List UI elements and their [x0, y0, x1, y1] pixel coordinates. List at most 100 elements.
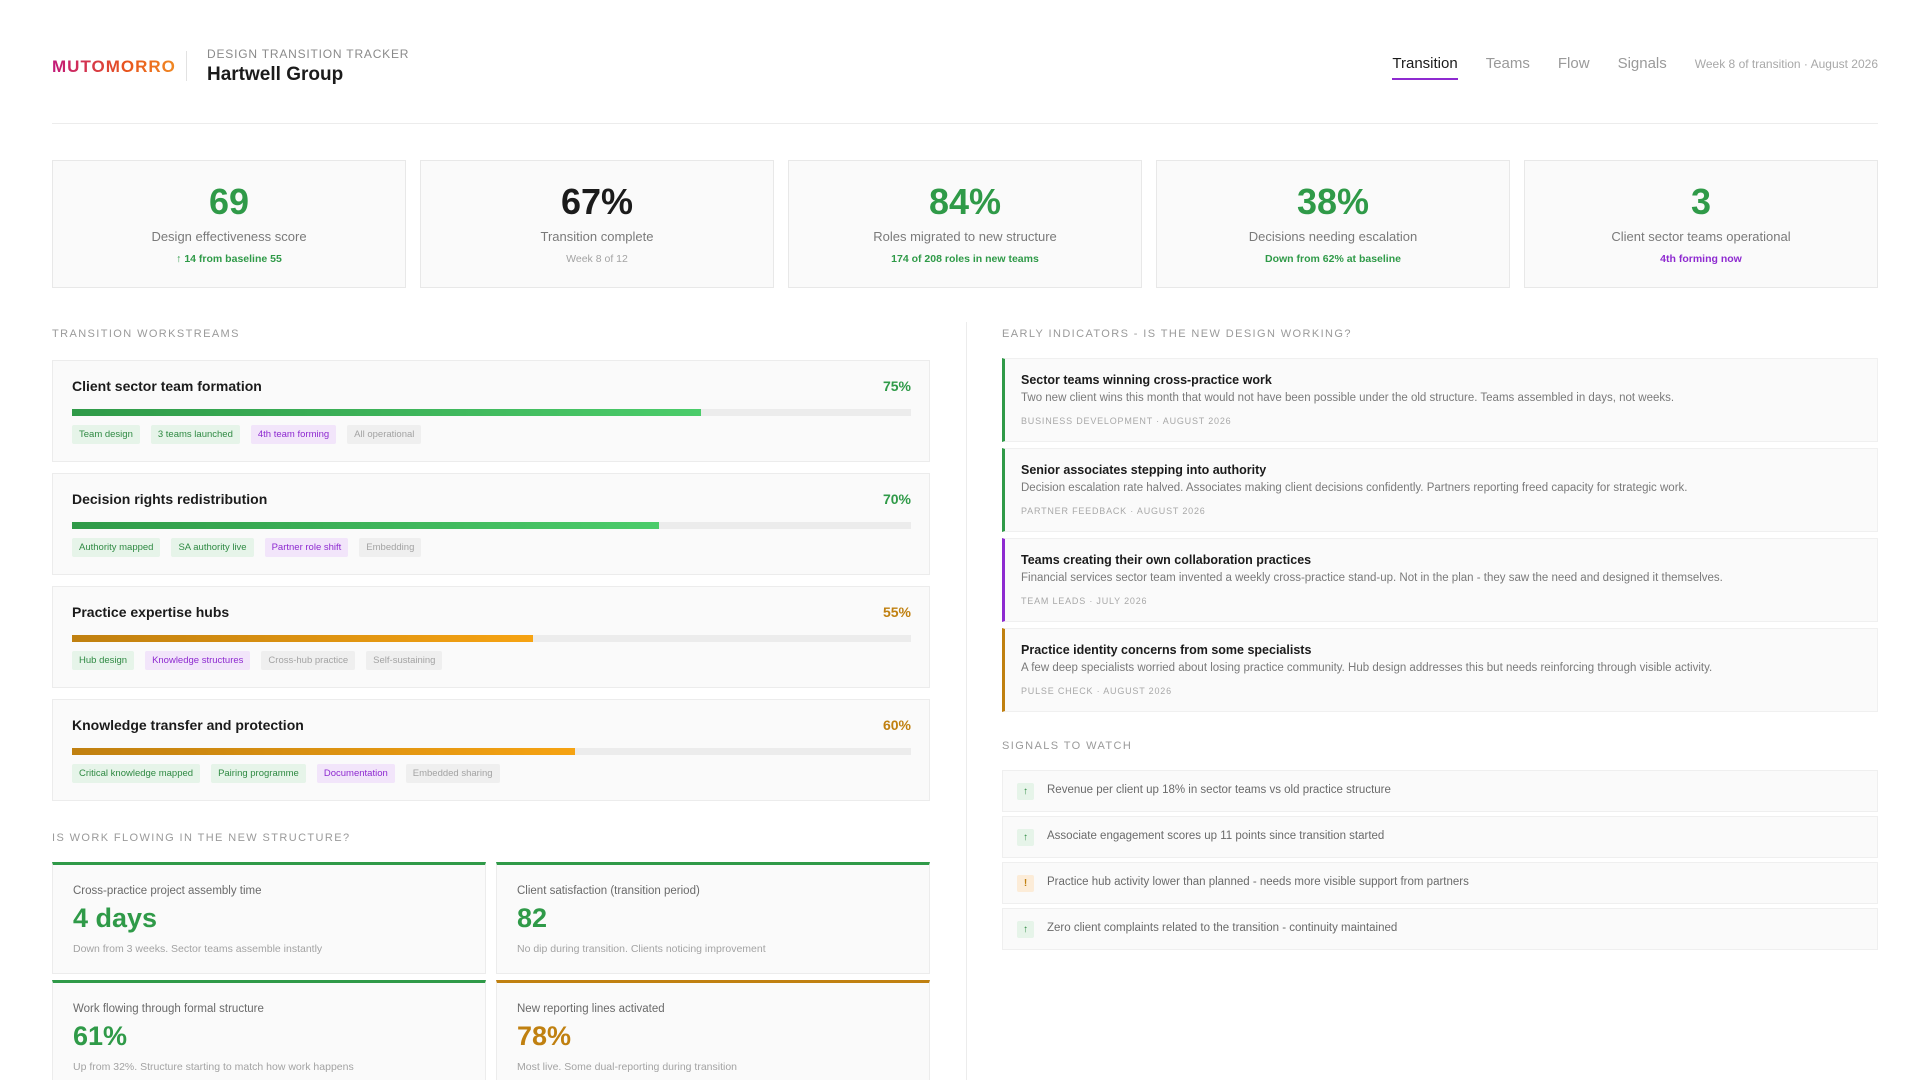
tag-list: Critical knowledge mapped Pairing progra… [72, 764, 511, 783]
workstream-card[interactable]: Decision rights redistribution 70% Autho… [52, 473, 930, 575]
indicator-body: Financial services sector team invented … [1021, 572, 1723, 584]
indicator-card[interactable]: Practice identity concerns from some spe… [1002, 628, 1878, 712]
kpi-sub: 4th forming now [1660, 253, 1742, 265]
indicator-body: Two new client wins this month that woul… [1021, 392, 1675, 404]
tag: Knowledge structures [145, 651, 251, 670]
tag: SA authority live [171, 538, 254, 557]
progress-track [72, 748, 911, 755]
tag: Team design [72, 425, 140, 444]
signal-text: Zero client complaints related to the tr… [1047, 922, 1398, 934]
tracker-label: DESIGN TRANSITION TRACKER [207, 47, 410, 61]
workstream-percent: 75% [882, 378, 911, 394]
warning-icon: ! [1017, 875, 1034, 892]
indicator-body: Decision escalation rate halved. Associa… [1021, 482, 1688, 494]
tag-list: Hub design Knowledge structures Cross-hu… [72, 651, 453, 670]
signal-row[interactable]: ↑ Zero client complaints related to the … [1002, 908, 1878, 950]
workstream-percent: 55% [882, 604, 911, 620]
signal-row[interactable]: ↑ Associate engagement scores up 11 poin… [1002, 816, 1878, 858]
signal-text: Practice hub activity lower than planned… [1047, 876, 1469, 888]
kpi-label: Design effectiveness score [151, 229, 307, 244]
arrow-up-icon: ↑ [1017, 829, 1034, 846]
indicator-meta: BUSINESS DEVELOPMENT · AUGUST 2026 [1021, 416, 1232, 426]
kpi-card-transition: 67% Transition complete Week 8 of 12 [420, 160, 774, 288]
tag: Self-sustaining [366, 651, 443, 670]
indicator-card[interactable]: Teams creating their own collaboration p… [1002, 538, 1878, 622]
kpi-card-sector-teams: 3 Client sector teams operational 4th fo… [1524, 160, 1878, 288]
tab-teams[interactable]: Teams [1485, 55, 1530, 72]
kpi-card-roles: 84% Roles migrated to new structure 174 … [788, 160, 1142, 288]
workstream-title: Knowledge transfer and protection [72, 717, 304, 733]
tag: Pairing programme [211, 764, 306, 783]
tag-list: Authority mapped SA authority live Partn… [72, 538, 432, 557]
tag: Embedded sharing [405, 764, 500, 783]
workstream-card[interactable]: Practice expertise hubs 55% Hub design K… [52, 586, 930, 688]
flow-label: Work flowing through formal structure [73, 1003, 264, 1015]
progress-fill [72, 522, 660, 529]
kpi-value: 69 [208, 181, 250, 222]
kpi-card-escalation: 38% Decisions needing escalation Down fr… [1156, 160, 1510, 288]
indicator-meta: PARTNER FEEDBACK · AUGUST 2026 [1021, 506, 1206, 516]
flow-value: 61% [73, 1021, 128, 1051]
tag: Partner role shift [264, 538, 349, 557]
flow-value: 4 days [73, 903, 158, 933]
brand-divider [186, 51, 187, 81]
kpi-sub: 174 of 208 roles in new teams [891, 253, 1039, 265]
tag-list: Team design 3 teams launched 4th team fo… [72, 425, 432, 444]
workstreams-heading: TRANSITION WORKSTREAMS [52, 328, 240, 340]
signal-row[interactable]: ↑ Revenue per client up 18% in sector te… [1002, 770, 1878, 812]
signal-text: Revenue per client up 18% in sector team… [1047, 784, 1391, 796]
header: MUTOMORRO DESIGN TRANSITION TRACKER Hart… [52, 40, 1878, 124]
workstream-card[interactable]: Client sector team formation 75% Team de… [52, 360, 930, 462]
signal-text: Associate engagement scores up 11 points… [1047, 830, 1385, 842]
progress-fill [72, 635, 534, 642]
indicator-card[interactable]: Senior associates stepping into authorit… [1002, 448, 1878, 532]
kpi-sub: ↑ 14 from baseline 55 [176, 253, 282, 265]
column-divider [966, 322, 967, 1080]
kpi-sub: Down from 62% at baseline [1265, 253, 1401, 265]
tag: Critical knowledge mapped [72, 764, 201, 783]
tag: Embedding [359, 538, 422, 557]
workstream-title: Client sector team formation [72, 378, 262, 394]
indicator-body: A few deep specialists worried about los… [1021, 662, 1713, 674]
tab-transition[interactable]: Transition [1392, 55, 1458, 80]
kpi-card-effectiveness: 69 Design effectiveness score ↑ 14 from … [52, 160, 406, 288]
tag: Authority mapped [72, 538, 161, 557]
top-nav: Transition Teams Flow Signals Week 8 of … [1392, 55, 1878, 80]
progress-track [72, 409, 911, 416]
brand-logo[interactable]: MUTOMORRO [52, 57, 176, 76]
kpi-label: Roles migrated to new structure [873, 229, 1057, 244]
tag: All operational [347, 425, 422, 444]
kpi-row: 69 Design effectiveness score ↑ 14 from … [52, 160, 1878, 288]
workstream-percent: 60% [882, 717, 911, 733]
client-name: Hartwell Group [207, 64, 344, 85]
flow-card: New reporting lines activated 78% Most l… [496, 980, 930, 1080]
kpi-sub: Week 8 of 12 [566, 253, 628, 265]
workstream-title: Decision rights redistribution [72, 491, 268, 507]
flow-label: Cross-practice project assembly time [73, 885, 262, 897]
kpi-label: Client sector teams operational [1611, 229, 1791, 244]
flow-value: 82 [517, 903, 548, 933]
indicators-heading: EARLY INDICATORS - IS THE NEW DESIGN WOR… [1002, 328, 1352, 340]
flow-card: Client satisfaction (transition period) … [496, 862, 930, 974]
indicator-title: Sector teams winning cross-practice work [1021, 373, 1272, 387]
tab-flow[interactable]: Flow [1557, 55, 1590, 72]
kpi-value: 67% [560, 181, 634, 222]
flow-value: 78% [517, 1021, 572, 1051]
workstream-card[interactable]: Knowledge transfer and protection 60% Cr… [52, 699, 930, 801]
arrow-up-icon: ↑ [1017, 783, 1034, 800]
indicator-title: Senior associates stepping into authorit… [1021, 463, 1267, 477]
week-info: Week 8 of transition · August 2026 [1694, 57, 1878, 71]
indicator-meta: TEAM LEADS · JULY 2026 [1021, 596, 1148, 606]
arrow-up-icon: ↑ [1017, 921, 1034, 938]
indicator-card[interactable]: Sector teams winning cross-practice work… [1002, 358, 1878, 442]
flow-card: Work flowing through formal structure 61… [52, 980, 486, 1080]
flow-sub: Up from 32%. Structure starting to match… [73, 1061, 354, 1073]
progress-fill [72, 409, 702, 416]
signal-row[interactable]: ! Practice hub activity lower than plann… [1002, 862, 1878, 904]
flow-sub: No dip during transition. Clients notici… [517, 943, 766, 955]
indicator-title: Practice identity concerns from some spe… [1021, 643, 1312, 657]
tab-signals[interactable]: Signals [1617, 55, 1667, 72]
progress-fill [72, 748, 576, 755]
kpi-label: Transition complete [540, 229, 654, 244]
flow-label: New reporting lines activated [517, 1003, 665, 1015]
